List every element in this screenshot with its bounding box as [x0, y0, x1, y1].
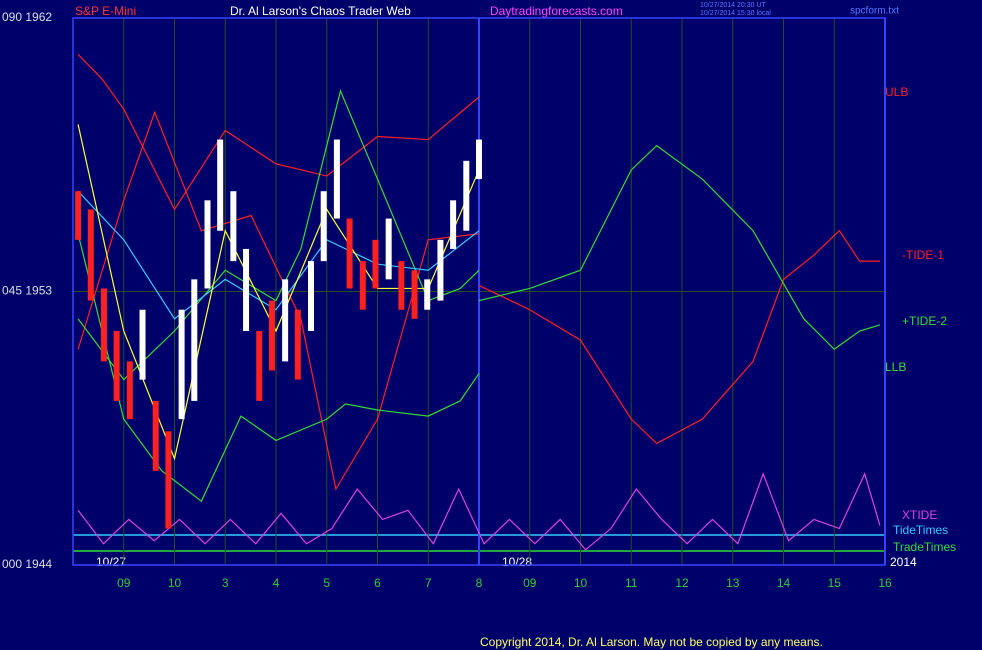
- series-line: [77, 110, 480, 491]
- price-bar: [243, 248, 250, 332]
- x-tick-label: 7: [425, 576, 432, 590]
- price-bar: [217, 139, 224, 231]
- series-line: [478, 144, 881, 351]
- x-tick-label: 3: [222, 576, 229, 590]
- plot-border: [72, 17, 886, 566]
- x-tick-label: 6: [374, 576, 381, 590]
- price-bar: [268, 300, 275, 371]
- price-bar: [230, 191, 237, 262]
- price-bar: [359, 261, 366, 310]
- price-bar: [333, 139, 340, 219]
- price-bar: [320, 191, 327, 262]
- chart-title: Dr. Al Larson's Chaos Trader Web: [230, 4, 411, 18]
- price-bar: [424, 279, 431, 310]
- price-bar: [398, 261, 405, 310]
- x-tick-label: 15: [828, 576, 842, 590]
- x-tick-label: 09: [523, 576, 537, 590]
- y-tick-label: 090 1962: [2, 10, 52, 24]
- date-label: 10/27: [96, 555, 126, 569]
- x-tick-label: 14: [777, 576, 791, 590]
- date-label: 2014: [890, 555, 917, 569]
- x-tick-label: 4: [273, 576, 280, 590]
- price-bar: [178, 309, 185, 420]
- price-bar: [282, 279, 289, 362]
- series-label: -TIDE-1: [902, 248, 944, 262]
- baseline-label: TradeTimes: [893, 540, 956, 554]
- x-tick-label: 8: [476, 576, 483, 590]
- price-bar: [437, 239, 444, 301]
- baseline-label: TideTimes: [893, 523, 948, 537]
- series-label: ULB: [885, 85, 908, 99]
- x-tick-label: 11: [625, 576, 638, 590]
- series-line: [77, 190, 480, 320]
- price-bar: [308, 261, 315, 332]
- price-bar: [191, 279, 198, 401]
- series-line: [77, 54, 480, 211]
- copyright: Copyright 2014, Dr. Al Larson. May not b…: [480, 635, 823, 649]
- series-line: [77, 89, 480, 381]
- timestamp: 10/27/2014 15:30 local: [700, 10, 771, 17]
- price-bar: [372, 239, 379, 289]
- price-bar: [411, 270, 418, 319]
- series-line: [77, 472, 881, 551]
- y-tick-label: 045 1953: [2, 284, 52, 298]
- price-bar: [75, 191, 82, 240]
- price-bar: [385, 218, 392, 280]
- symbol: S&P E-Mini: [75, 4, 136, 18]
- price-bar: [126, 361, 133, 420]
- price-bar: [100, 288, 107, 362]
- y-tick-label: 000 1944: [2, 557, 52, 571]
- date-label: 10/28: [502, 555, 532, 569]
- series-label: XTIDE: [902, 508, 937, 522]
- series-label: LLB: [885, 360, 906, 374]
- price-bar: [476, 139, 482, 180]
- price-bar: [450, 200, 457, 249]
- x-tick-label: 13: [726, 576, 740, 590]
- series-label: +TIDE-2: [902, 314, 947, 328]
- price-bar: [256, 331, 263, 401]
- x-tick-label: 12: [675, 576, 689, 590]
- price-bar: [346, 218, 353, 289]
- price-bar: [87, 209, 94, 301]
- file-name: spcform.txt: [850, 6, 899, 17]
- price-bar: [204, 200, 211, 289]
- x-tick-label: 16: [878, 576, 892, 590]
- timestamp: 10/27/2014 20:30 UT: [700, 2, 766, 9]
- x-tick-label: 10: [168, 576, 182, 590]
- price-bar: [294, 309, 301, 380]
- x-tick-label: 10: [574, 576, 588, 590]
- price-bar: [463, 160, 470, 231]
- series-line: [478, 229, 880, 445]
- price-bar: [113, 331, 120, 401]
- x-tick-label: 5: [323, 576, 330, 590]
- price-bar: [165, 431, 172, 529]
- website: Daytradingforecasts.com: [490, 4, 623, 18]
- price-bar: [139, 309, 146, 380]
- price-bar: [152, 400, 159, 471]
- x-tick-label: 09: [117, 576, 131, 590]
